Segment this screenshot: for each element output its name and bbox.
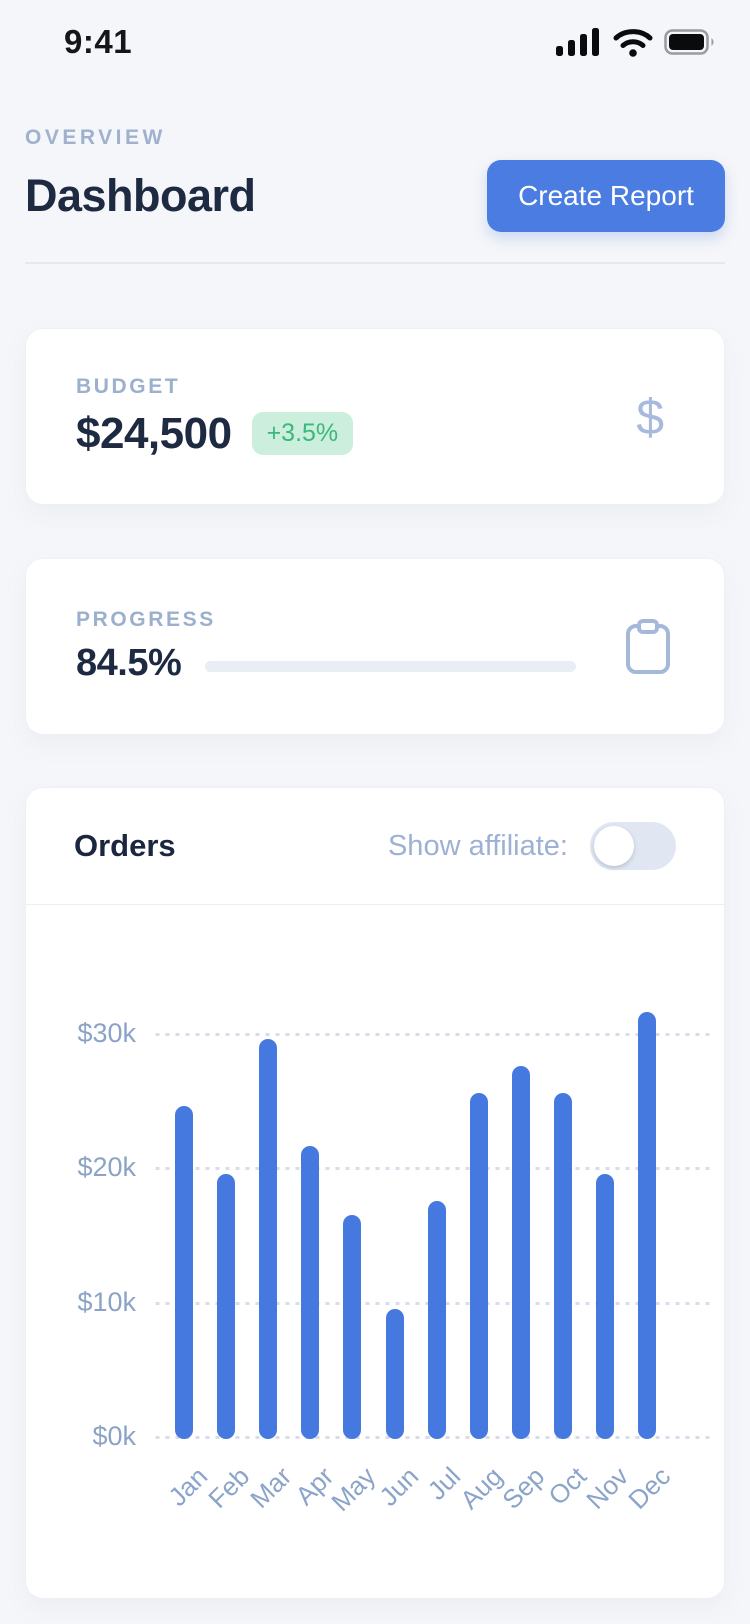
show-affiliate-label: Show affiliate: bbox=[387, 829, 568, 862]
orders-card: Orders Show affiliate: $0k $10k $20k $30k J… bbox=[25, 787, 725, 1599]
breadcrumb-overview: OVERVIEW bbox=[25, 126, 166, 149]
progress-bar-track bbox=[205, 661, 576, 672]
dollar-icon: $ bbox=[636, 388, 664, 445]
gridline-$0k bbox=[151, 1436, 710, 1439]
bar-jul bbox=[427, 1201, 446, 1439]
status-icons bbox=[556, 27, 716, 57]
xtick-label-oct: Oct bbox=[542, 1461, 593, 1511]
chart-x-axis: Jan Feb Mar Apr May Jun Jul Aug Sep Oct Nov Dec bbox=[26, 1439, 724, 1549]
bar-dec bbox=[638, 1011, 657, 1439]
page-header: OVERVIEW Dashboard Create Report bbox=[0, 126, 750, 264]
ytick-label-$0k: $0k bbox=[92, 1421, 136, 1451]
budget-label: BUDGET bbox=[76, 374, 181, 398]
ytick-label-$30k: $30k bbox=[77, 1018, 136, 1049]
toggle-knob bbox=[594, 826, 634, 866]
bar-sep bbox=[511, 1065, 530, 1439]
bar-mar bbox=[259, 1038, 278, 1439]
bar-apr bbox=[301, 1146, 320, 1439]
gridline-$20k bbox=[151, 1167, 710, 1171]
header-divider bbox=[25, 262, 725, 264]
bar-jan bbox=[175, 1105, 193, 1439]
budget-value: $24,500 bbox=[76, 408, 232, 458]
bar-feb bbox=[217, 1174, 236, 1439]
create-report-button[interactable]: Create Report bbox=[487, 160, 725, 232]
budget-card: BUDGET $24,500 +3.5% $ bbox=[25, 328, 725, 505]
progress-label: PROGRESS bbox=[76, 608, 216, 631]
gridline-$30k bbox=[151, 1033, 710, 1037]
xtick-label-jan: Jan bbox=[162, 1461, 214, 1512]
status-bar: 9:41 bbox=[0, 0, 750, 70]
bar-jun bbox=[385, 1308, 404, 1439]
xtick-label-jun: Jun bbox=[372, 1461, 424, 1512]
budget-change-badge: +3.5% bbox=[251, 412, 354, 455]
progress-value: 84.5% bbox=[76, 642, 182, 684]
bar-oct bbox=[553, 1092, 572, 1439]
bar-nov bbox=[596, 1174, 614, 1439]
orders-title: Orders bbox=[74, 828, 176, 863]
bar-aug bbox=[469, 1092, 488, 1439]
orders-header-divider bbox=[26, 904, 724, 905]
clipboard-icon bbox=[622, 618, 674, 676]
orders-bar-chart: $0k $10k $20k $30k Jan Feb Mar Apr May Jun Jul Aug… bbox=[26, 905, 724, 1598]
progress-card: PROGRESS 84.5% bbox=[25, 558, 725, 735]
status-time: 9:41 bbox=[64, 23, 133, 60]
ytick-label-$10k: $10k bbox=[77, 1286, 136, 1317]
xtick-label-dec: Dec bbox=[622, 1461, 677, 1515]
cellular-signal-icon bbox=[556, 27, 602, 57]
chart-plot: $0k $10k $20k $30k bbox=[26, 969, 724, 1451]
ytick-label-$20k: $20k bbox=[77, 1152, 136, 1183]
battery-icon bbox=[664, 29, 716, 55]
page-title: Dashboard bbox=[25, 170, 256, 221]
bar-may bbox=[343, 1214, 362, 1439]
wifi-icon bbox=[612, 27, 654, 57]
show-affiliate-toggle[interactable] bbox=[590, 822, 676, 870]
